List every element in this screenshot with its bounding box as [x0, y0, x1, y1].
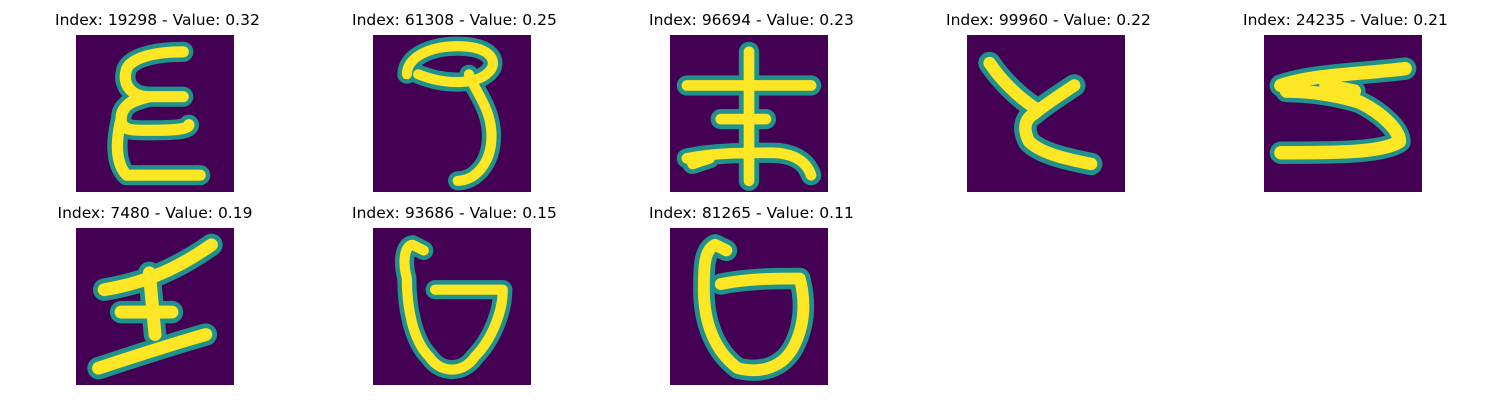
- panel-title: Index: 7480 - Value: 0.19: [57, 204, 253, 222]
- panel-title: Index: 96694 - Value: 0.23: [649, 11, 854, 29]
- panel-title: Index: 81265 - Value: 0.11: [649, 204, 854, 222]
- glyph-image-earth-radical: [670, 35, 828, 192]
- glyph-image-loop-2: [670, 228, 828, 385]
- glyph-image-cross: [76, 228, 234, 385]
- glyph-image-epsilon: [76, 35, 234, 192]
- panel-title: Index: 61308 - Value: 0.25: [352, 11, 557, 29]
- glyph-image-loop: [373, 228, 531, 385]
- panel-title: Index: 93686 - Value: 0.15: [352, 204, 557, 222]
- panel-title: Index: 19298 - Value: 0.32: [55, 11, 260, 29]
- glyph-image-nine: [373, 35, 531, 192]
- panel-title: Index: 24235 - Value: 0.21: [1243, 11, 1448, 29]
- glyph-image-ko: [967, 35, 1125, 192]
- panel-title: Index: 99960 - Value: 0.22: [946, 11, 1151, 29]
- glyph-image-s: [1264, 35, 1422, 192]
